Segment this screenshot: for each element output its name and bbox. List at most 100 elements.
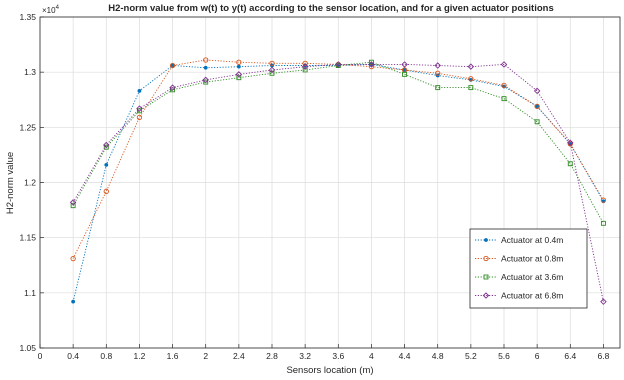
x-tick-label: 0.8 <box>100 351 112 361</box>
legend-marker <box>483 255 489 262</box>
data-point <box>600 298 607 305</box>
y-tick-label: 1.05 <box>19 343 36 353</box>
y-tick-label: 1.2 <box>24 178 36 188</box>
y-tick-label: 1.1 <box>24 288 36 298</box>
y-axis-label: H2-norm value <box>5 152 16 214</box>
x-tick-label: 1.2 <box>134 351 146 361</box>
data-point <box>169 84 176 91</box>
x-tick-label: 2 <box>203 351 208 361</box>
data-point <box>401 61 408 68</box>
data-point <box>69 199 77 206</box>
data-point <box>70 255 76 262</box>
data-point <box>301 63 309 70</box>
legend-item: Actuator at 0.4m <box>475 235 563 245</box>
data-point <box>335 61 342 68</box>
legend-marker <box>483 274 489 280</box>
data-point <box>534 119 540 125</box>
data-point <box>236 75 242 81</box>
data-point <box>103 144 109 150</box>
legend-marker <box>484 238 488 242</box>
legend-item: Actuator at 6.8m <box>475 291 563 301</box>
data-point <box>302 60 308 66</box>
y-tick-label: 1.25 <box>19 122 36 132</box>
data-point <box>533 87 541 95</box>
y-tick-label: 1.3 <box>24 67 36 77</box>
data-point <box>534 103 540 110</box>
legend-box <box>469 228 588 309</box>
chart-title: H2-norm value from w(t) to y(t) accordin… <box>108 3 554 14</box>
legend-label: Actuator at 0.8m <box>501 254 563 264</box>
data-point <box>71 299 76 304</box>
legend-label: Actuator at 3.6m <box>501 272 563 282</box>
data-point <box>136 105 143 112</box>
data-point <box>104 162 109 167</box>
data-point <box>501 82 507 89</box>
data-point <box>468 76 474 82</box>
plot-frame <box>39 16 621 349</box>
x-tick-label: 2.4 <box>233 351 245 361</box>
x-tick-label: 3.6 <box>332 351 344 361</box>
data-point <box>236 64 241 69</box>
x-tick-label: 0 <box>38 351 43 361</box>
data-point <box>202 76 209 84</box>
data-point <box>137 89 142 93</box>
data-point <box>567 161 573 167</box>
x-axis-ticks: 0 0.4 0.8 1.2 1.6 2 2.4 2.8 3.2 3.6 4 4.4 4.8 5.2 5.6 6… <box>38 344 610 361</box>
data-point <box>268 66 276 74</box>
data-point <box>600 197 607 203</box>
data-point <box>467 63 475 70</box>
y-exponent-label: ×104 <box>42 5 60 15</box>
data-point <box>236 59 242 65</box>
data-point <box>70 203 76 209</box>
data-point <box>501 96 507 102</box>
data-point <box>136 114 143 121</box>
data-point <box>434 62 441 69</box>
data-point <box>269 70 275 76</box>
x-tick-label: 4.8 <box>432 351 444 361</box>
data-point <box>103 188 109 194</box>
x-tick-label: 1.6 <box>167 351 179 361</box>
y-exponent-power: 4 <box>56 5 60 11</box>
data-point <box>368 61 375 68</box>
data-point <box>203 57 209 63</box>
legend-marker <box>482 292 490 299</box>
data-point <box>435 85 441 91</box>
x-axis-label: Sensors location (m) <box>286 365 373 376</box>
legend: Actuator at 0.4m Actuator at 0.8m Actuator… <box>469 228 588 309</box>
data-point <box>600 220 606 226</box>
x-tick-label: 2.8 <box>266 351 278 361</box>
data-point <box>402 71 408 77</box>
x-tick-label: 3.2 <box>299 351 311 361</box>
data-point <box>435 70 441 76</box>
data-point <box>500 61 508 68</box>
data-point <box>567 139 574 147</box>
legend-label: Actuator at 6.8m <box>501 291 563 301</box>
data-point <box>269 60 275 66</box>
data-point <box>203 65 208 70</box>
x-tick-label: 5.2 <box>465 351 477 361</box>
legend-label: Actuator at 0.4m <box>501 235 563 245</box>
series-line <box>72 63 604 302</box>
x-tick-label: 0.4 <box>67 351 79 361</box>
y-tick-label: 1.15 <box>19 233 36 243</box>
data-point <box>468 85 474 91</box>
x-tick-label: 4.4 <box>399 351 411 361</box>
data-point <box>302 67 308 73</box>
data-point <box>368 59 374 65</box>
x-tick-label: 4 <box>369 351 374 361</box>
y-exponent-base: ×10 <box>42 6 56 15</box>
x-tick-label: 6.8 <box>598 351 610 361</box>
y-tick-label: 1.35 <box>19 12 36 22</box>
legend-item: Actuator at 0.8m <box>475 254 563 264</box>
data-point <box>567 141 573 147</box>
series-group <box>69 57 607 305</box>
series-4 <box>69 61 607 305</box>
legend-item: Actuator at 3.6m <box>475 272 563 282</box>
data-point <box>103 141 110 149</box>
x-tick-label: 6 <box>535 351 540 361</box>
data-point <box>169 62 176 69</box>
x-tick-label: 5.6 <box>498 351 510 361</box>
data-point <box>235 71 243 78</box>
x-tick-label: 6.4 <box>564 351 576 361</box>
